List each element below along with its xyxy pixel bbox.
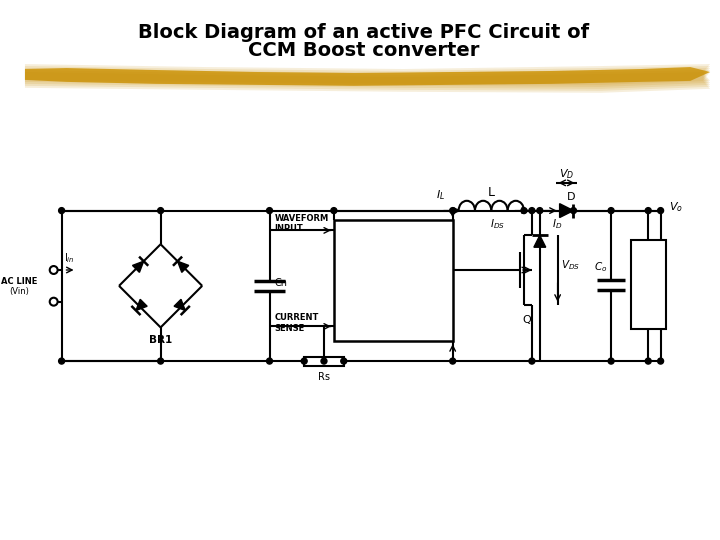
Circle shape	[58, 207, 65, 213]
Circle shape	[529, 207, 535, 213]
Circle shape	[537, 207, 543, 213]
Circle shape	[331, 207, 337, 213]
Circle shape	[450, 358, 456, 364]
Text: WAVEFORM: WAVEFORM	[274, 214, 329, 223]
Text: D: D	[567, 192, 576, 202]
Bar	[334, 220, 453, 341]
Circle shape	[529, 358, 535, 364]
Circle shape	[158, 358, 163, 364]
Text: GATE: GATE	[378, 256, 408, 266]
Text: BR1: BR1	[149, 335, 172, 345]
Text: I$_{in}$: I$_{in}$	[63, 251, 74, 265]
Polygon shape	[25, 67, 710, 86]
Circle shape	[341, 358, 347, 364]
Circle shape	[608, 207, 614, 213]
Circle shape	[521, 207, 527, 213]
Polygon shape	[25, 72, 710, 93]
Text: $V_o$: $V_o$	[668, 200, 683, 213]
Circle shape	[321, 358, 327, 364]
Text: $I_D$: $I_D$	[552, 218, 562, 231]
Text: $I_{DS}$: $I_{DS}$	[490, 218, 505, 231]
Text: Q: Q	[523, 314, 531, 325]
Text: Block Diagram of an active PFC Circuit of: Block Diagram of an active PFC Circuit o…	[138, 23, 589, 42]
Polygon shape	[174, 299, 185, 310]
Text: Cn: Cn	[274, 278, 287, 288]
Text: INPUT: INPUT	[274, 224, 303, 233]
Text: Rs: Rs	[318, 372, 330, 382]
Text: $I_L$: $I_L$	[436, 188, 446, 201]
Circle shape	[450, 207, 456, 213]
Text: $C_o$: $C_o$	[594, 260, 607, 274]
Circle shape	[657, 207, 664, 213]
Circle shape	[266, 358, 272, 364]
Text: $V_D$: $V_D$	[559, 167, 574, 181]
Polygon shape	[559, 204, 573, 218]
Circle shape	[645, 207, 651, 213]
Text: CIRCUIT: CIRCUIT	[370, 295, 417, 305]
Circle shape	[570, 207, 577, 213]
Circle shape	[657, 358, 664, 364]
Text: $V_{DS}$: $V_{DS}$	[561, 258, 580, 272]
Bar	[631, 240, 665, 329]
Bar	[304, 356, 343, 366]
Text: LOAD: LOAD	[633, 280, 664, 290]
Circle shape	[266, 207, 272, 213]
Text: AC LINE: AC LINE	[1, 278, 37, 286]
Circle shape	[158, 207, 163, 213]
Text: SENSE: SENSE	[274, 324, 305, 333]
Circle shape	[301, 358, 307, 364]
Text: (Vin): (Vin)	[9, 287, 29, 296]
Polygon shape	[25, 64, 710, 85]
Polygon shape	[136, 299, 147, 310]
Polygon shape	[25, 70, 710, 91]
Polygon shape	[178, 261, 189, 272]
Text: CURRENT: CURRENT	[274, 313, 319, 322]
Text: DRIVE &: DRIVE &	[369, 269, 418, 279]
Polygon shape	[132, 261, 144, 272]
Circle shape	[58, 358, 65, 364]
Circle shape	[608, 358, 614, 364]
Polygon shape	[534, 235, 546, 247]
Text: CONTROL: CONTROL	[366, 282, 421, 292]
Polygon shape	[25, 68, 710, 89]
Text: L: L	[487, 186, 495, 199]
Text: CCM Boost converter: CCM Boost converter	[248, 40, 480, 60]
Polygon shape	[25, 66, 710, 87]
Circle shape	[645, 358, 651, 364]
